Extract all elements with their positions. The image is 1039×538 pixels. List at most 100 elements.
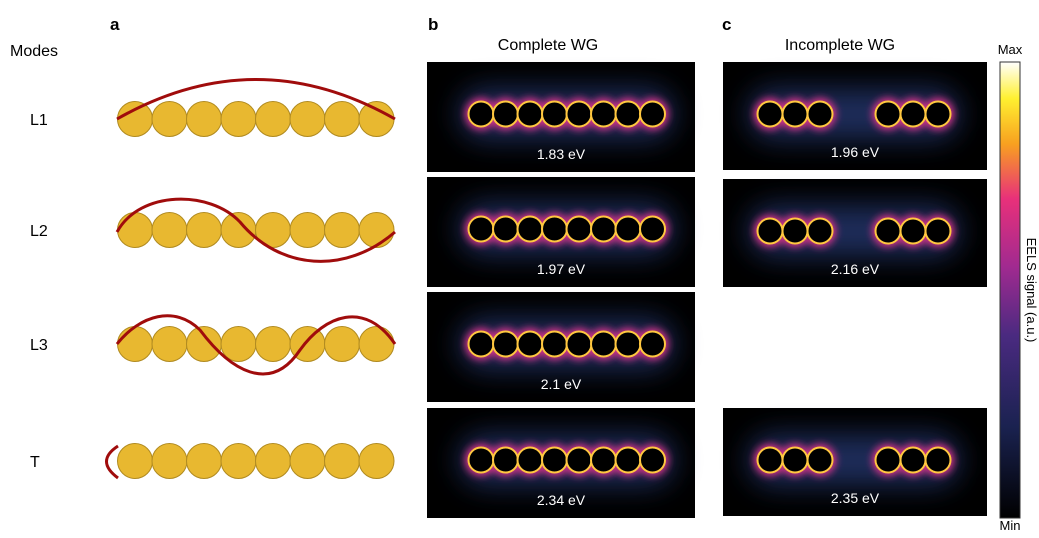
particle	[926, 448, 951, 473]
particle	[542, 102, 567, 127]
particle	[325, 444, 360, 479]
energy-label: 2.35 eV	[831, 490, 880, 506]
energy-label: 1.96 eV	[831, 144, 880, 160]
particle	[493, 217, 518, 242]
particle	[221, 213, 256, 248]
particle	[187, 327, 222, 362]
particle	[518, 332, 543, 357]
particle	[152, 213, 187, 248]
particle	[591, 102, 616, 127]
particle	[518, 102, 543, 127]
colorbar	[1000, 62, 1020, 518]
colorbar-label: EELS signal (a.u.)	[1024, 238, 1039, 343]
particle	[221, 444, 256, 479]
particle	[591, 448, 616, 473]
particle	[567, 448, 592, 473]
mode-label: L2	[30, 223, 48, 240]
particle	[616, 102, 641, 127]
particle	[118, 102, 153, 137]
particle	[876, 219, 901, 244]
particle	[152, 327, 187, 362]
particle	[542, 448, 567, 473]
particle	[783, 219, 808, 244]
energy-label: 1.83 eV	[537, 146, 586, 162]
particle	[469, 448, 494, 473]
particle	[359, 327, 394, 362]
particle	[640, 332, 665, 357]
particle	[290, 213, 325, 248]
panel-label: b	[428, 15, 438, 34]
particle	[493, 448, 518, 473]
particle	[567, 217, 592, 242]
particle	[256, 444, 291, 479]
particle	[616, 448, 641, 473]
figure: L1 L2 L3 T 1.83 eV 1.97 eV 2.1 eV 2.34 eV 1.96 e…	[0, 0, 1039, 533]
particle	[876, 102, 901, 127]
particle	[926, 102, 951, 127]
panels: L1 L2 L3 T 1.83 eV 1.97 eV 2.1 eV 2.34 eV 1.96 e…	[30, 62, 987, 518]
particle	[808, 219, 833, 244]
mode-label: L1	[30, 112, 48, 129]
particle	[359, 102, 394, 137]
particle	[290, 444, 325, 479]
particle	[118, 327, 153, 362]
energy-label: 2.1 eV	[541, 376, 582, 392]
column-title: Incomplete WG	[785, 37, 895, 54]
particle	[567, 102, 592, 127]
particle	[616, 332, 641, 357]
particle	[256, 327, 291, 362]
energy-label: 2.16 eV	[831, 261, 880, 277]
particle	[359, 213, 394, 248]
particle	[187, 444, 222, 479]
particle	[493, 102, 518, 127]
particle	[325, 102, 360, 137]
particle	[469, 332, 494, 357]
particle	[542, 332, 567, 357]
panel-label: a	[110, 15, 120, 34]
column-title: Complete WG	[498, 37, 598, 54]
particle	[493, 332, 518, 357]
energy-label: 2.34 eV	[537, 492, 586, 508]
particle	[876, 448, 901, 473]
particle	[901, 102, 926, 127]
particle	[152, 102, 187, 137]
particle	[518, 217, 543, 242]
mode-label: T	[30, 454, 40, 471]
mode-label: L3	[30, 337, 48, 354]
row-header: Modes	[10, 43, 58, 60]
particle	[542, 217, 567, 242]
particle	[567, 332, 592, 357]
particle	[256, 102, 291, 137]
particle	[758, 219, 783, 244]
particle	[118, 444, 153, 479]
particle	[783, 448, 808, 473]
energy-label: 1.97 eV	[537, 261, 586, 277]
particle	[758, 102, 783, 127]
particle	[640, 217, 665, 242]
particle	[187, 213, 222, 248]
particle	[640, 102, 665, 127]
particle	[640, 448, 665, 473]
particle	[783, 102, 808, 127]
particle	[152, 444, 187, 479]
particle	[616, 217, 641, 242]
particle	[469, 102, 494, 127]
particle	[901, 448, 926, 473]
particle	[469, 217, 494, 242]
particle	[221, 327, 256, 362]
particle	[518, 448, 543, 473]
particle	[808, 448, 833, 473]
particle	[808, 102, 833, 127]
particle	[901, 219, 926, 244]
particle	[290, 102, 325, 137]
particle	[926, 219, 951, 244]
mode-profile	[107, 446, 119, 478]
particle	[187, 102, 222, 137]
colorbar-min: Min	[1000, 518, 1021, 533]
particle	[325, 327, 360, 362]
colorbar-max: Max	[998, 42, 1023, 57]
particle	[591, 332, 616, 357]
particle	[118, 213, 153, 248]
particle	[325, 213, 360, 248]
particle	[359, 444, 394, 479]
